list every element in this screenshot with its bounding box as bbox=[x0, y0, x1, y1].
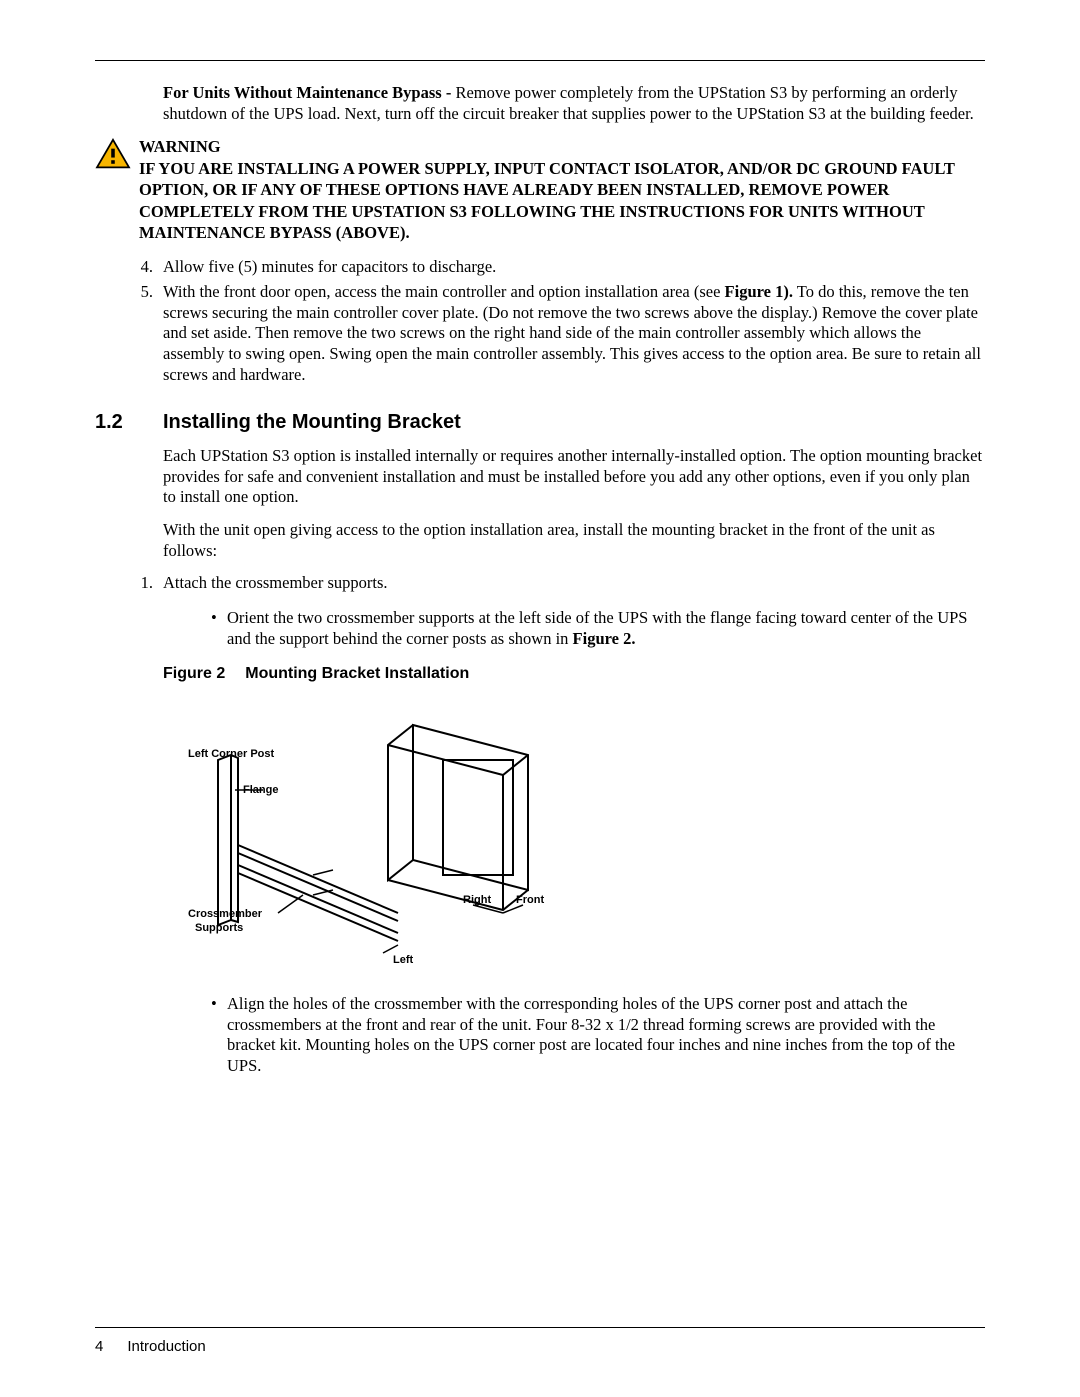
page-footer: 4 Introduction bbox=[95, 1327, 985, 1355]
sub-bullet-list: Orient the two crossmember supports at t… bbox=[211, 608, 985, 649]
intro-paragraph: For Units Without Maintenance Bypass - R… bbox=[163, 83, 985, 124]
list-item: Align the holes of the crossmember with … bbox=[211, 994, 985, 1077]
sub-bullet-list-c: Align the holes of the crossmember with … bbox=[211, 994, 985, 1077]
document-page: For Units Without Maintenance Bypass - R… bbox=[0, 0, 1080, 1397]
fig-label-left-post: Left Corner Post bbox=[188, 748, 275, 760]
step-text: Attach the crossmember supports. bbox=[163, 573, 985, 594]
section-paragraph: With the unit open giving access to the … bbox=[163, 520, 985, 561]
bullet-text-bold: Figure 2. bbox=[573, 629, 636, 648]
list-item: Orient the two crossmember supports at t… bbox=[211, 608, 985, 649]
footer-rule bbox=[95, 1327, 985, 1328]
step-list-b: 1. Attach the crossmember supports. bbox=[135, 573, 985, 594]
figure-caption: Figure 2 Mounting Bracket Installation bbox=[163, 665, 985, 683]
fig-label-cross2: Supports bbox=[195, 922, 243, 934]
step-text-bold: Figure 1). bbox=[725, 282, 793, 301]
step-text-pre: With the front door open, access the mai… bbox=[163, 282, 725, 301]
section-number: 1.2 bbox=[95, 411, 163, 434]
figure-diagram: Left Corner Post Flange Crossmember Supp… bbox=[183, 695, 613, 975]
fig-label-cross1: Crossmember bbox=[188, 908, 263, 920]
list-item: 4. Allow five (5) minutes for capacitors… bbox=[135, 257, 985, 278]
warning-title: WARNING bbox=[139, 136, 985, 157]
fig-label-front: Front bbox=[516, 894, 544, 906]
figure-block: Figure 2 Mounting Bracket Installation bbox=[163, 665, 985, 990]
warning-block: WARNING IF YOU ARE INSTALLING A POWER SU… bbox=[95, 136, 985, 243]
step-number: 4. bbox=[135, 257, 163, 278]
step-text: With the front door open, access the mai… bbox=[163, 282, 985, 385]
step-number: 5. bbox=[135, 282, 163, 385]
step-number: 1. bbox=[135, 573, 163, 594]
top-rule bbox=[95, 60, 985, 61]
section-title: Installing the Mounting Bracket bbox=[163, 411, 461, 434]
section-body: Each UPStation S3 option is installed in… bbox=[163, 446, 985, 561]
warning-icon bbox=[95, 138, 131, 170]
figure-label: Figure 2 bbox=[163, 665, 225, 682]
list-item: 1. Attach the crossmember supports. bbox=[135, 573, 985, 594]
fig-label-left: Left bbox=[393, 954, 414, 966]
fig-label-flange: Flange bbox=[243, 784, 278, 796]
list-item: 5. With the front door open, access the … bbox=[135, 282, 985, 385]
step-list-a: 4. Allow five (5) minutes for capacitors… bbox=[135, 257, 985, 385]
step-text: Allow five (5) minutes for capacitors to… bbox=[163, 257, 985, 278]
warning-text: WARNING IF YOU ARE INSTALLING A POWER SU… bbox=[139, 136, 985, 243]
warning-body: IF YOU ARE INSTALLING A POWER SUPPLY, IN… bbox=[139, 158, 985, 244]
fig-label-right: Right bbox=[463, 894, 491, 906]
section-heading: 1.2 Installing the Mounting Bracket bbox=[95, 411, 985, 434]
bullet-text: Align the holes of the crossmember with … bbox=[227, 994, 955, 1075]
intro-lead-bold: For Units Without Maintenance Bypass - bbox=[163, 83, 455, 102]
page-number: 4 bbox=[95, 1338, 103, 1355]
footer-section: Introduction bbox=[127, 1338, 205, 1355]
section-paragraph: Each UPStation S3 option is installed in… bbox=[163, 446, 985, 508]
figure-title: Mounting Bracket Installation bbox=[245, 665, 469, 682]
